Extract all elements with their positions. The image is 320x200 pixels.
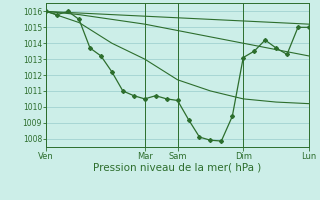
X-axis label: Pression niveau de la mer( hPa ): Pression niveau de la mer( hPa ) xyxy=(93,163,262,173)
